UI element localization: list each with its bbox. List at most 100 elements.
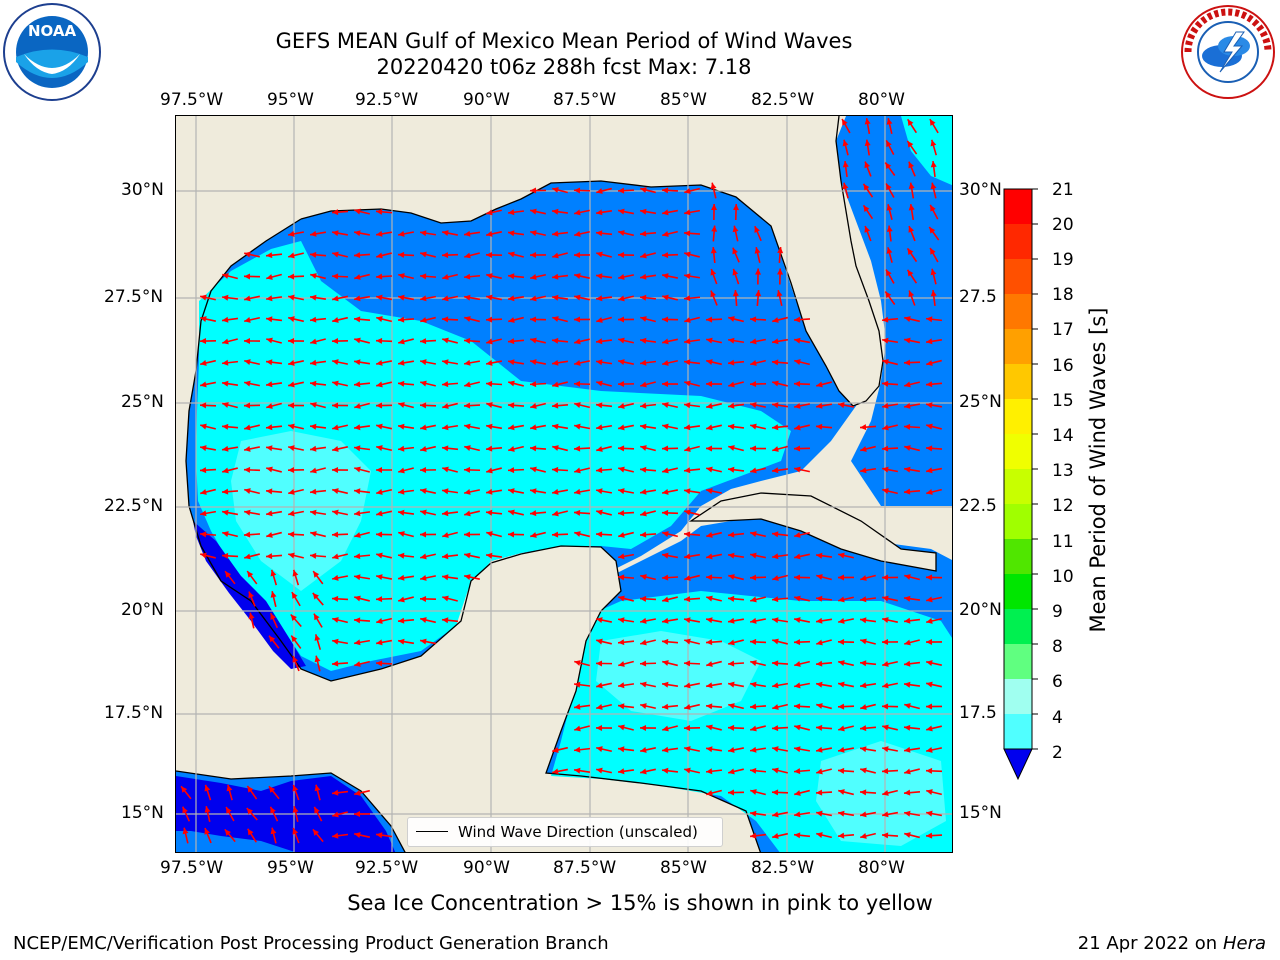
wind-arrow-head	[908, 204, 915, 211]
wind-arrow-head	[596, 509, 603, 516]
legend-label: Wind Wave Direction (unscaled)	[458, 823, 698, 841]
wind-arrow-head	[486, 209, 493, 216]
wind-arrow-head	[508, 317, 515, 323]
wind-arrow-head	[530, 403, 537, 409]
wind-arrow-head	[684, 230, 691, 237]
wind-arrow-head	[200, 423, 207, 430]
wind-arrow-head	[618, 639, 625, 646]
wind-arrow-head	[904, 617, 911, 624]
wind-arrow-head	[354, 574, 361, 581]
wind-arrow-head	[662, 316, 669, 323]
wind-arrow-head	[574, 488, 581, 495]
wind-arrow-head	[640, 617, 647, 624]
wind-arrow-head	[354, 532, 361, 538]
wind-arrow-head	[640, 445, 647, 451]
wind-arrow-head	[684, 359, 691, 366]
wind-arrow-head	[794, 532, 801, 538]
wind-arrow-head	[464, 552, 471, 559]
wind-arrow-head	[904, 595, 911, 602]
wind-arrow-head	[684, 746, 691, 753]
wind-arrow-head	[684, 295, 691, 302]
wind-arrow-head	[574, 338, 581, 345]
wind-arrow-head	[332, 445, 339, 452]
wind-arrow-head	[486, 488, 493, 495]
wind-arrow-head	[904, 639, 911, 646]
wind-arrow-head	[354, 790, 361, 796]
wind-arrow-head	[794, 402, 801, 409]
wind-arrow-head	[266, 359, 273, 366]
wind-arrow-head	[618, 424, 625, 431]
wind-arrow-head	[728, 466, 735, 473]
wind-arrow-head	[640, 208, 647, 215]
wind-arrow-head	[904, 574, 911, 580]
wind-arrow-head	[266, 553, 273, 560]
wind-arrow-head	[486, 273, 493, 279]
wind-arrow-head	[596, 295, 603, 302]
wind-arrow-head	[908, 161, 914, 169]
wind-arrow-head	[618, 768, 625, 775]
wind-arrow-head	[882, 639, 889, 646]
wind-arrow-head	[640, 660, 647, 667]
wind-arrow-head	[332, 509, 339, 516]
colorbar-tick: 2	[1052, 743, 1063, 763]
wind-arrow-head	[310, 488, 317, 495]
wind-arrow-head	[508, 467, 515, 474]
wind-arrow-head	[618, 574, 625, 581]
wind-arrow-head	[864, 139, 871, 146]
wind-arrow-head	[244, 424, 251, 431]
wind-arrow-head	[376, 510, 383, 517]
wind-arrow-head	[908, 226, 915, 233]
wind-arrow-head	[200, 381, 207, 388]
wind-arrow-head	[376, 531, 383, 538]
wind-arrow-head	[269, 635, 276, 643]
wind-arrow-head	[288, 252, 295, 259]
run-date: 21 Apr 2022 on Hera	[1078, 933, 1266, 954]
colorbar-tick: 14	[1052, 426, 1074, 446]
wind-arrow-head	[662, 638, 669, 645]
wind-arrow-head	[420, 638, 427, 645]
wind-arrow-head	[442, 403, 449, 409]
wind-arrow-head	[310, 316, 317, 323]
wind-arrow-head	[247, 785, 254, 793]
wind-arrow-head	[200, 510, 207, 517]
wind-arrow-head	[618, 466, 625, 473]
wind-arrow-head	[618, 403, 625, 409]
ocean-atlantic-cyan	[901, 116, 952, 186]
wind-arrow-head	[640, 768, 647, 775]
wind-arrow-head	[182, 806, 188, 814]
wind-arrow-head	[684, 209, 691, 216]
wind-arrow-head	[904, 488, 911, 495]
wind-arrow-head	[710, 247, 717, 254]
wind-arrow-head	[574, 767, 581, 774]
wind-arrow-head	[574, 509, 581, 516]
wind-arrow-head	[596, 209, 603, 216]
wind-arrow-head	[640, 595, 647, 602]
wind-arrow-head	[464, 252, 471, 259]
lat-tick-left: 30°N	[121, 180, 164, 200]
colorbar-segment	[1004, 329, 1032, 365]
wind-arrow-head	[926, 402, 933, 409]
colorbar-segment	[1004, 679, 1032, 715]
wind-arrow-head	[929, 227, 936, 234]
wind-arrow-head	[750, 596, 757, 603]
wind-arrow-head	[618, 661, 625, 667]
wind-arrow-head	[904, 681, 911, 688]
wind-arrow-head	[508, 509, 515, 516]
wind-arrow-head	[596, 724, 603, 731]
wind-arrow-head	[926, 618, 933, 624]
land-florida	[771, 226, 883, 406]
wind-arrow-head	[816, 789, 823, 796]
wind-arrow-head	[442, 510, 449, 517]
wind-arrow-head	[706, 402, 713, 409]
wind-arrow-head	[574, 316, 581, 323]
wind-arrow-head	[860, 746, 867, 753]
wind-arrow-head	[662, 338, 669, 345]
wind-arrow-head	[508, 338, 515, 345]
wind-arrow-head	[310, 509, 317, 516]
wind-arrow-head	[200, 531, 207, 538]
wind-arrow-head	[882, 703, 889, 710]
wind-arrow-head	[442, 488, 449, 495]
wind-arrow-head	[794, 553, 801, 560]
wind-arrow-head	[420, 338, 427, 345]
wind-arrow-head	[464, 230, 471, 237]
